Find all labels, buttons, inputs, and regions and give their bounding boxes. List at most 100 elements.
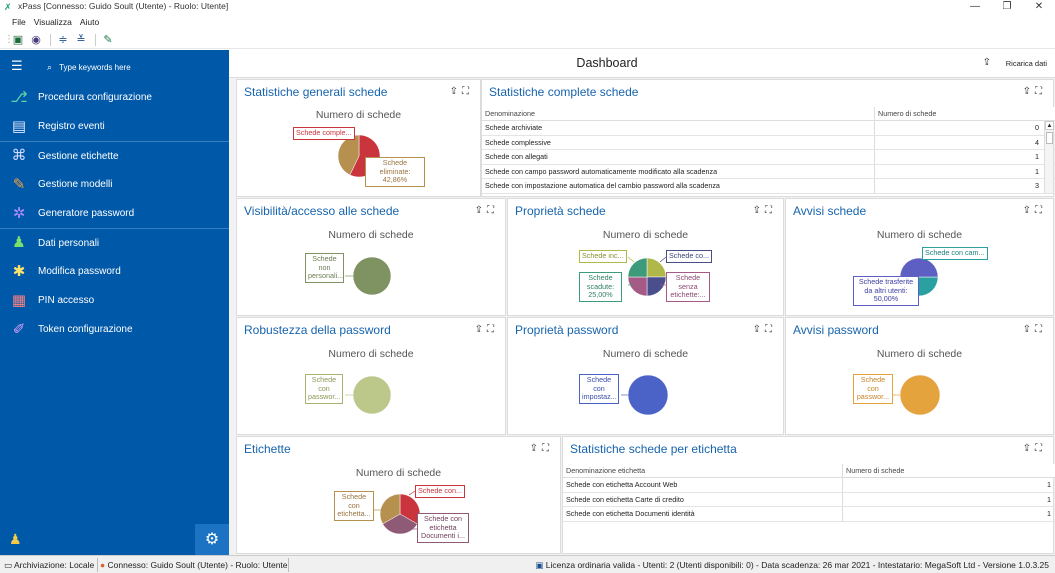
- pie-slice[interactable]: [627, 276, 648, 297]
- table-row[interactable]: Schede con etichetta Carte di credito 1: [563, 492, 1055, 507]
- sidebar-item-gestione-modelli[interactable]: ✎ Gestione modelli: [0, 170, 229, 199]
- restore-button[interactable]: ❐: [1002, 1, 1012, 12]
- slice-label: Schede con...: [415, 485, 465, 498]
- fullscreen-icon[interactable]: ⛶: [1035, 205, 1046, 216]
- hamburger-menu-icon[interactable]: ☰: [11, 58, 23, 73]
- scroll-thumb[interactable]: [1046, 132, 1053, 144]
- pie-slice[interactable]: [899, 257, 939, 278]
- pie-slice[interactable]: [627, 257, 648, 278]
- pie-slice[interactable]: [646, 276, 667, 297]
- export-icon[interactable]: ⇪: [1022, 443, 1035, 454]
- sidebar-item-pin-accesso[interactable]: ▦ PIN accesso: [0, 286, 229, 315]
- fullscreen-icon[interactable]: ⛶: [765, 324, 776, 335]
- expand-all-icon[interactable]: ≑: [58, 33, 68, 46]
- fullscreen-icon[interactable]: ⛶: [542, 443, 553, 454]
- pie-chart: [337, 130, 381, 178]
- sidebar-item-label: Procedura configurazione: [38, 92, 152, 103]
- scroll-up-icon[interactable]: ▲: [1045, 121, 1054, 130]
- column-header[interactable]: Numero di schede: [878, 109, 937, 118]
- sidebar-item-label: PIN accesso: [38, 295, 95, 306]
- table-row[interactable]: Schede con impostazione automatica del c…: [482, 179, 1055, 194]
- reload-button[interactable]: Ricarica dati: [1005, 59, 1047, 68]
- pie-slice[interactable]: [352, 256, 392, 296]
- sidebar-item-procedura-configurazione[interactable]: ⎇ Procedura configurazione: [0, 83, 229, 112]
- chart-title: Numero di schede: [315, 109, 402, 121]
- table-row[interactable]: Schede con etichetta Account Web 1: [563, 478, 1055, 493]
- export-icon[interactable]: ⇪: [1022, 86, 1035, 97]
- export-icon[interactable]: ⇪: [752, 205, 765, 216]
- menu-visualizza[interactable]: Visualizza: [33, 17, 72, 27]
- export-icon[interactable]: ⇪: [752, 324, 765, 335]
- app-logo-icon: ✗: [4, 2, 12, 12]
- table-row[interactable]: Schede complessive 4: [482, 135, 1055, 150]
- fullscreen-icon[interactable]: ⛶: [487, 324, 498, 335]
- window-title: xPass [Connesso: Guido Soult (Utente) - …: [18, 1, 229, 11]
- close-button[interactable]: ✕: [1034, 1, 1044, 12]
- panel-avvisi-schede: Avvisi schede ⇪⛶ Numero di schede Schede…: [785, 198, 1054, 316]
- table-row[interactable]: Schede con allegati 1: [482, 150, 1055, 165]
- chart-title: Numero di schede: [355, 467, 442, 479]
- toolbar-separator: [95, 33, 96, 46]
- sidebar-item-registro-eventi[interactable]: ▤ Registro eventi: [0, 112, 229, 141]
- sidebar: ☰ ⌕ Type keywords here ⎇ Procedura confi…: [0, 50, 229, 555]
- sidebar-item-token-configurazione[interactable]: ✐ Token configurazione: [0, 315, 229, 344]
- gear-icon[interactable]: ⚙: [195, 524, 229, 555]
- pie-chart: [893, 374, 941, 416]
- pie-slice[interactable]: [337, 134, 360, 176]
- fullscreen-icon[interactable]: ⛶: [462, 86, 473, 97]
- sidebar-item-dati-personali[interactable]: ♟ Dati personali: [0, 228, 229, 257]
- menu-file[interactable]: File: [12, 17, 26, 27]
- column-header[interactable]: Denominazione etichetta: [563, 464, 843, 477]
- export-icon[interactable]: ⇪: [474, 205, 487, 216]
- export-icon[interactable]: ⇪: [529, 443, 542, 454]
- table-row[interactable]: Schede con campo password automaticament…: [482, 164, 1055, 179]
- pie-slice[interactable]: [382, 513, 418, 535]
- sidebar-item-generatore-password[interactable]: ✲ Generatore password: [0, 199, 229, 228]
- export-icon[interactable]: ⇪: [449, 86, 462, 97]
- save-icon[interactable]: ▣: [12, 33, 24, 46]
- status-separator: [288, 558, 289, 572]
- panel-title: Statistiche complete schede: [489, 85, 639, 99]
- fullscreen-icon[interactable]: ⛶: [487, 205, 498, 216]
- pie-slice[interactable]: [352, 375, 392, 415]
- table-row[interactable]: Schede archiviate 0: [482, 121, 1055, 136]
- computer-icon: ▭: [4, 560, 14, 570]
- panel-title: Avvisi password: [793, 323, 879, 337]
- export-icon[interactable]: ⇪: [982, 57, 991, 68]
- fullscreen-icon[interactable]: ⛶: [1035, 324, 1046, 335]
- panel-title: Statistiche schede per etichetta: [570, 442, 737, 456]
- panel-visibilita: Visibilità/accesso alle schede ⇪⛶ Numero…: [236, 198, 506, 316]
- user-icon: ●: [100, 560, 108, 570]
- pie-slice[interactable]: [646, 257, 667, 278]
- slice-label: Schede inc...: [579, 250, 627, 263]
- chart-title: Numero di schede: [876, 229, 963, 241]
- export-icon[interactable]: ⇪: [1022, 205, 1035, 216]
- minimize-button[interactable]: —: [970, 1, 980, 12]
- table-row[interactable]: Schede con etichetta Documenti identità 1: [563, 507, 1055, 522]
- column-header[interactable]: Numero di schede: [846, 466, 905, 475]
- pie-slice[interactable]: [899, 374, 941, 416]
- collapse-all-icon[interactable]: ≚: [76, 33, 86, 46]
- sidebar-item-gestione-etichette[interactable]: ⌘ Gestione etichette: [0, 141, 229, 170]
- search-input[interactable]: ⌕ Type keywords here: [47, 60, 217, 74]
- menu-aiuto[interactable]: Aiuto: [79, 17, 100, 27]
- user-lock-icon[interactable]: ◉: [31, 33, 41, 46]
- edit-icon[interactable]: ✎: [103, 33, 113, 46]
- chart-title: Numero di schede: [602, 229, 689, 241]
- sidebar-item-modifica-password[interactable]: ✱ Modifica password: [0, 257, 229, 286]
- export-icon[interactable]: ⇪: [1022, 324, 1035, 335]
- user-settings-icon[interactable]: ♟: [9, 531, 22, 547]
- column-header[interactable]: Denominazione: [482, 107, 875, 120]
- dashboard-header: Dashboard ⇪ Ricarica dati: [229, 50, 1055, 78]
- vertical-scrollbar[interactable]: ▲: [1044, 121, 1054, 193]
- pin-icon: ▦: [11, 291, 27, 309]
- pie-slice[interactable]: [627, 374, 669, 416]
- search-icon: ⌕: [47, 62, 53, 72]
- fullscreen-icon[interactable]: ⛶: [1035, 86, 1046, 97]
- pie-chart: [345, 256, 392, 296]
- sidebar-item-label: Gestione etichette: [38, 150, 119, 162]
- export-icon[interactable]: ⇪: [474, 324, 487, 335]
- pie-slice[interactable]: [379, 493, 401, 525]
- fullscreen-icon[interactable]: ⛶: [765, 205, 776, 216]
- fullscreen-icon[interactable]: ⛶: [1035, 443, 1046, 454]
